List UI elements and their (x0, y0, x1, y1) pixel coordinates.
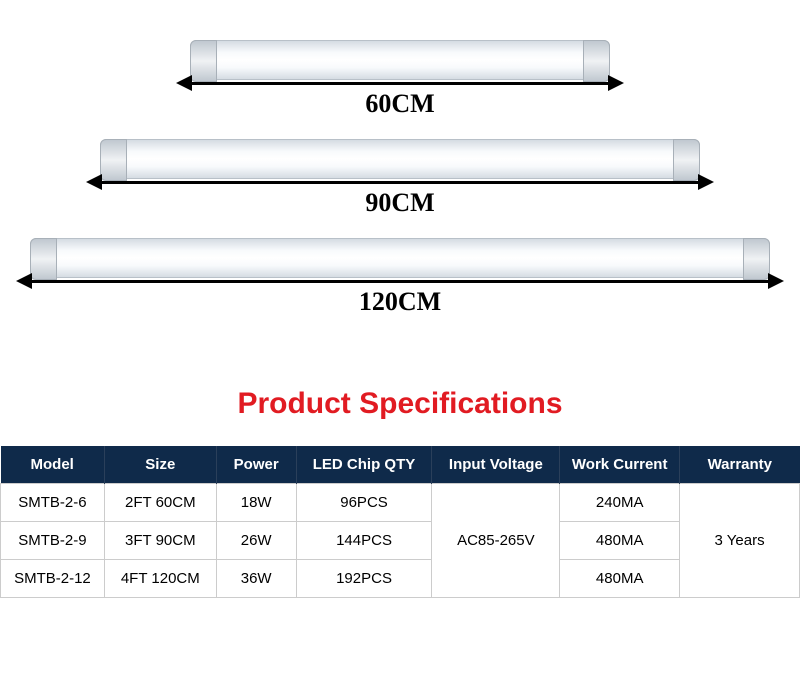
tube-90cm (100, 139, 700, 179)
tube-row: 90CM (30, 139, 770, 218)
cell-power: 36W (216, 560, 296, 598)
dimension-arrow (190, 82, 610, 85)
cell-warranty-merged: 3 Years (680, 484, 800, 598)
cell-size: 2FT 60CM (104, 484, 216, 522)
tube-row: 60CM (30, 40, 770, 119)
specifications-table: Model Size Power LED Chip QTY Input Volt… (0, 446, 800, 598)
cell-current: 480MA (560, 522, 680, 560)
dimension-label: 120CM (359, 287, 441, 317)
table-header-row: Model Size Power LED Chip QTY Input Volt… (1, 446, 800, 484)
header-chip: LED Chip QTY (296, 446, 432, 484)
cell-model: SMTB-2-6 (1, 484, 105, 522)
tube-60cm (190, 40, 610, 80)
dimension-label: 90CM (365, 188, 434, 218)
cell-model: SMTB-2-9 (1, 522, 105, 560)
header-size: Size (104, 446, 216, 484)
cell-current: 480MA (560, 560, 680, 598)
tube-120cm (30, 238, 770, 278)
cell-power: 26W (216, 522, 296, 560)
header-warranty: Warranty (680, 446, 800, 484)
tube-row: 120CM (30, 238, 770, 317)
cell-chip: 192PCS (296, 560, 432, 598)
cell-chip: 144PCS (296, 522, 432, 560)
cell-model: SMTB-2-12 (1, 560, 105, 598)
header-model: Model (1, 446, 105, 484)
dimension-arrow (100, 181, 700, 184)
header-voltage: Input Voltage (432, 446, 560, 484)
cell-current: 240MA (560, 484, 680, 522)
dimension-arrow (30, 280, 770, 283)
cell-size: 4FT 120CM (104, 560, 216, 598)
cell-voltage-merged: AC85-265V (432, 484, 560, 598)
tube-size-diagram: 60CM 90CM 120CM (0, 0, 800, 357)
dimension-label: 60CM (365, 89, 434, 119)
section-title: Product Specifications (0, 387, 800, 421)
header-current: Work Current (560, 446, 680, 484)
cell-chip: 96PCS (296, 484, 432, 522)
cell-size: 3FT 90CM (104, 522, 216, 560)
cell-power: 18W (216, 484, 296, 522)
table-row: SMTB-2-6 2FT 60CM 18W 96PCS AC85-265V 24… (1, 484, 800, 522)
header-power: Power (216, 446, 296, 484)
